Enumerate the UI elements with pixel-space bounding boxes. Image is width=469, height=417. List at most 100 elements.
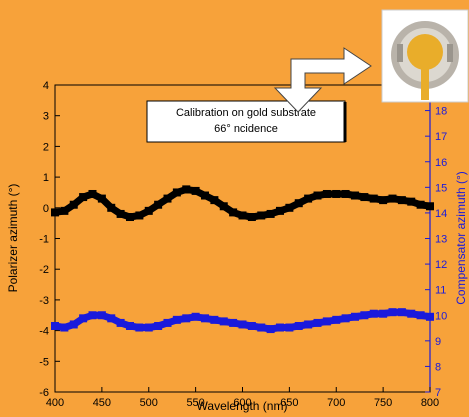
data-point [322, 317, 331, 326]
data-point [229, 208, 238, 217]
y-tick-label-right: 18 [435, 106, 447, 118]
data-point [163, 194, 172, 203]
y-tick-label-left: -4 [39, 326, 49, 338]
data-point [388, 308, 397, 317]
data-point [332, 189, 341, 198]
annotation-line-1: Calibration on gold substrate [176, 107, 316, 119]
data-point [126, 321, 134, 330]
data-point [351, 191, 359, 200]
series-0 [51, 185, 434, 222]
data-point [116, 318, 125, 327]
x-tick-label: 700 [327, 397, 345, 409]
data-point [79, 314, 88, 323]
gold-pad [407, 34, 443, 70]
data-point [144, 206, 153, 215]
data-point [172, 188, 181, 197]
y-tick-label-left: 4 [43, 80, 49, 92]
x-tick-label: 550 [186, 397, 204, 409]
y-tick-label-left: 0 [43, 203, 49, 215]
gold-lead [421, 60, 429, 100]
data-point [191, 186, 200, 195]
data-point [341, 314, 350, 323]
y-tick-label-left: -6 [39, 387, 49, 399]
y-tick-label-left: 1 [43, 172, 49, 184]
data-point [182, 185, 191, 194]
y-tick-label-right: 13 [435, 234, 447, 246]
data-point [238, 211, 247, 220]
y-tick-label-right: 10 [435, 310, 447, 322]
data-point [210, 315, 219, 324]
y-tick-label-right: 11 [435, 285, 446, 297]
data-point [135, 211, 144, 220]
y-axis-title-right: Compensator azimuth (°) [454, 171, 468, 305]
data-point [247, 213, 256, 222]
data-point [379, 309, 388, 318]
data-point [97, 311, 106, 320]
data-point [285, 323, 294, 332]
data-point [51, 321, 59, 330]
data-point [191, 312, 200, 321]
data-point [313, 191, 322, 200]
y-tick-label-right: 16 [435, 157, 447, 169]
data-point [276, 323, 284, 332]
data-point [257, 211, 266, 220]
x-tick-label: 750 [374, 397, 392, 409]
data-point [135, 323, 144, 332]
data-point [360, 193, 369, 202]
data-point [341, 189, 350, 198]
data-point [313, 318, 322, 327]
data-point [407, 197, 416, 206]
data-point [238, 320, 247, 329]
data-point [397, 308, 406, 317]
data-point [116, 209, 125, 218]
data-point [163, 318, 172, 327]
data-point [266, 209, 275, 218]
data-point [426, 202, 434, 211]
data-point [294, 321, 303, 330]
data-point [388, 194, 397, 203]
data-point [416, 200, 425, 209]
data-point [351, 312, 359, 321]
data-point [97, 194, 106, 203]
data-point [360, 311, 369, 320]
data-point [69, 200, 78, 209]
x-tick-label: 650 [280, 397, 298, 409]
y-tick-label-right: 9 [435, 336, 441, 348]
data-point [304, 320, 313, 329]
data-point [276, 206, 284, 215]
ticks-group: 400 450 500 550 600 650 700 750 80043210-1-2-3-4… [39, 80, 447, 409]
data-point [201, 191, 209, 200]
y-tick-label-left: -1 [39, 234, 49, 246]
data-point [332, 315, 341, 324]
x-tick-label: 500 [140, 397, 158, 409]
y-tick-label-left: 3 [43, 111, 49, 123]
data-point [210, 196, 219, 205]
x-tick-label: 450 [93, 397, 111, 409]
data-point [154, 321, 163, 330]
data-point [426, 312, 434, 321]
y-tick-label-right: 15 [435, 182, 447, 194]
data-point [285, 203, 294, 212]
data-point [369, 194, 378, 203]
y-tick-label-right: 17 [435, 131, 447, 143]
data-point [107, 314, 116, 323]
x-tick-label: 400 [46, 397, 64, 409]
data-point [154, 200, 163, 209]
data-point [201, 314, 209, 323]
data-point [60, 323, 69, 332]
data-point [79, 193, 88, 202]
data-point [60, 206, 69, 215]
data-point [219, 317, 228, 326]
x-axis-title: Wavelength (nm) [197, 399, 288, 413]
data-point [172, 315, 181, 324]
data-point [266, 325, 275, 334]
y-tick-label-left: -5 [39, 356, 49, 368]
data-point [407, 309, 416, 318]
data-point [107, 203, 116, 212]
y-tick-label-right: 8 [435, 361, 441, 373]
y-tick-label-right: 7 [435, 387, 441, 399]
arrow-icon [273, 47, 372, 113]
data-point [322, 189, 331, 198]
